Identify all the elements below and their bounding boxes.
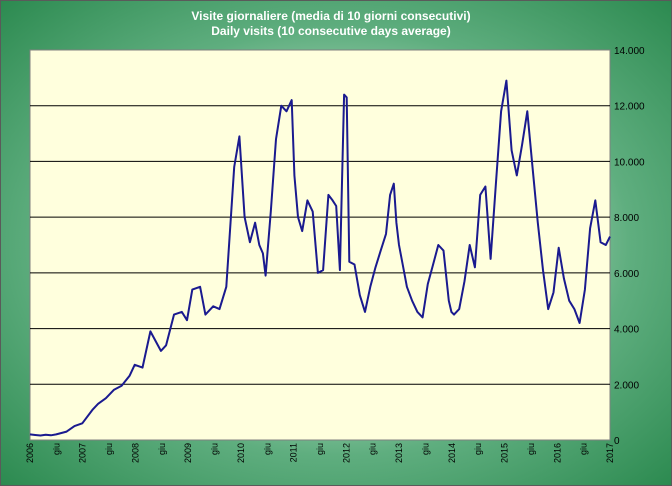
x-tick-label: giu (420, 443, 430, 455)
x-tick-label: 2006 (25, 443, 35, 463)
x-tick-label: giu (579, 443, 589, 455)
chart-subtitle: Daily visits (10 consecutive days averag… (211, 24, 450, 38)
x-tick-label: giu (262, 443, 272, 455)
x-axis-ticks: 2006 giu 2007 giu 2008 giu 2009 giu 2010 giu 2011 g… (25, 443, 615, 463)
grid-layer (30, 105, 610, 385)
plot-area (29, 49, 611, 441)
x-tick-label: 2010 (236, 443, 246, 463)
x-tick-label: giu (368, 443, 378, 455)
x-tick-label: 2015 (500, 443, 510, 463)
x-tick-label: giu (526, 443, 536, 455)
x-tick-label: 2014 (447, 443, 457, 463)
x-tick-label: giu (315, 443, 325, 455)
x-tick-label: 2016 (552, 443, 562, 463)
chart-title: Visite giornaliere (media di 10 giorni c… (191, 9, 470, 23)
series-line-daily-visits (29, 79, 611, 437)
y-tick-label: 2.000 (614, 380, 639, 391)
y-tick-label: 6.000 (614, 269, 639, 280)
x-tick-label: giu (473, 443, 483, 455)
x-tick-label: 2017 (605, 443, 615, 463)
x-tick-label: giu (51, 443, 61, 455)
x-tick-label: 2013 (394, 443, 404, 463)
y-tick-label: 12.000 (614, 102, 645, 113)
x-tick-label: 2011 (289, 443, 299, 462)
x-tick-label: giu (104, 443, 114, 455)
x-tick-label: 2008 (130, 443, 140, 463)
y-tick-label: 8.000 (614, 213, 639, 224)
x-tick-label: giu (157, 443, 167, 455)
x-tick-label: 2009 (183, 443, 193, 463)
x-tick-label: 2012 (341, 443, 351, 463)
x-tick-label: giu (210, 443, 220, 455)
y-axis-ticks: 0 2.000 4.000 6.000 8.000 10.000 12.000 14.000 (614, 46, 645, 447)
y-tick-label: 14.000 (614, 46, 645, 57)
y-tick-label: 0 (614, 436, 620, 447)
y-tick-label: 4.000 (614, 325, 639, 336)
y-tick-label: 10.000 (614, 157, 645, 168)
x-tick-label: 2007 (78, 443, 88, 463)
